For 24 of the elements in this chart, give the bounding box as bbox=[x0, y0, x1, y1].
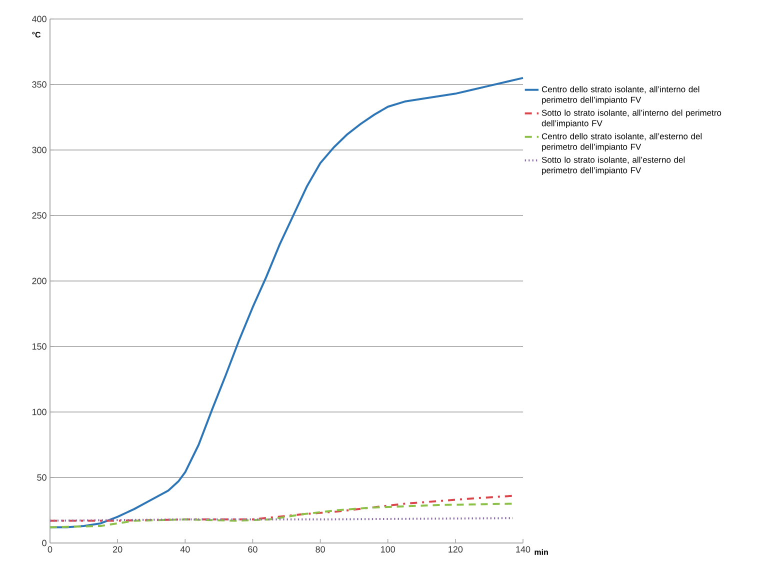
legend-label: Centro dello strato isolante, all’esterno del perimetro dell’impianto FV bbox=[542, 133, 702, 152]
legend-label: Centro dello strato isolante, all’interno del perimetro dell’impianto FV bbox=[542, 86, 700, 104]
y-tick-label: 400 bbox=[32, 16, 46, 22]
x-tick-label: 0 bbox=[48, 546, 52, 553]
x-tick-label: 40 bbox=[180, 546, 190, 553]
y-tick-label: 250 bbox=[32, 212, 46, 219]
legend-label: Sotto lo strato isolante, all’interno del perimetro dell’impianto FV bbox=[542, 110, 722, 128]
x-tick-label: 120 bbox=[448, 546, 463, 553]
y-tick-label: 100 bbox=[32, 408, 46, 416]
y-tick-label: 50 bbox=[37, 474, 46, 481]
x-tick-label: 60 bbox=[248, 546, 258, 553]
y-tick-label: 0 bbox=[42, 540, 46, 546]
y-tick-label: 150 bbox=[32, 343, 46, 350]
x-axis-title: min bbox=[534, 549, 548, 555]
x-tick-label: 100 bbox=[381, 546, 396, 553]
y-tick-label: 300 bbox=[32, 146, 46, 154]
legend-label: Sotto lo strato isolante, all’esterno del perimetro dell’impianto FV bbox=[542, 156, 685, 176]
y-tick-label: 350 bbox=[32, 81, 46, 88]
y-tick-label: 200 bbox=[32, 278, 46, 284]
x-tick-label: 140 bbox=[516, 546, 530, 553]
x-tick-label: 80 bbox=[316, 546, 325, 553]
x-tick-label: 20 bbox=[113, 546, 122, 553]
line-series bbox=[49, 76, 524, 528]
y-axis-title: °C bbox=[32, 32, 41, 38]
